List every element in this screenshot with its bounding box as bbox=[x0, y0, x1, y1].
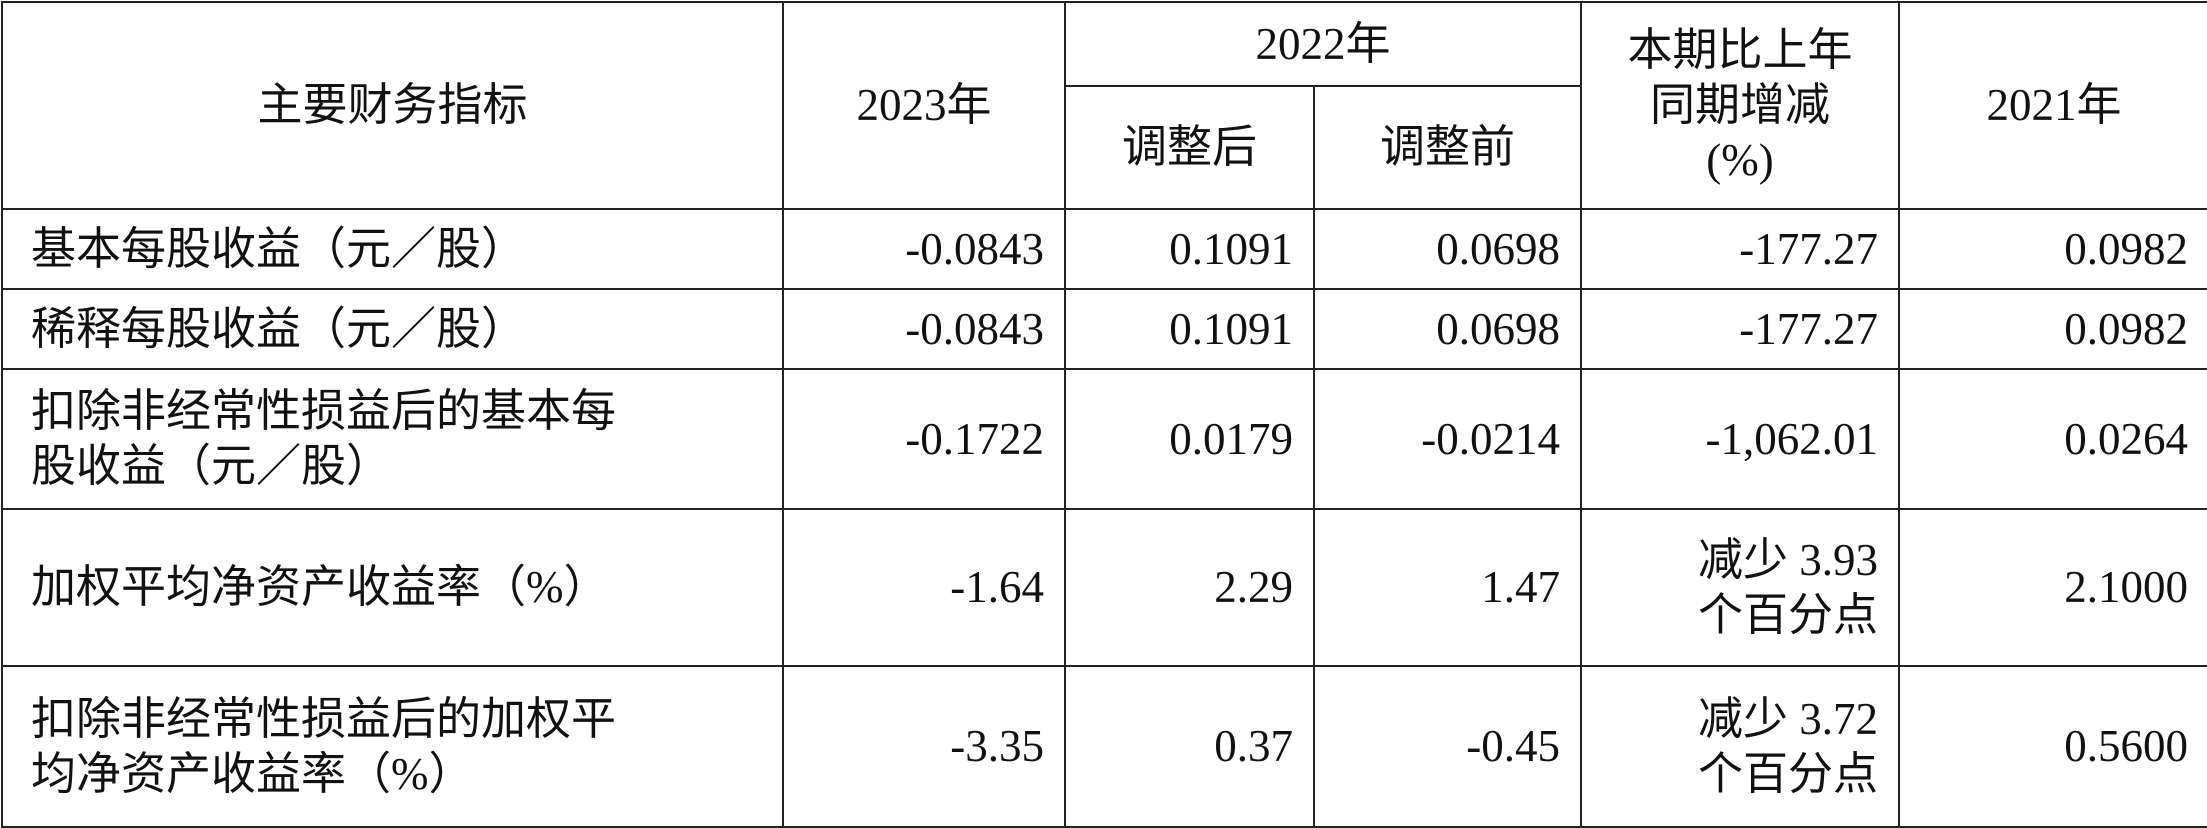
value-cell: 0.1091 bbox=[1064, 208, 1315, 290]
table-row: 扣除非经常性损益后的基本每 股收益（元／股） -0.1722 0.0179 -0.02… bbox=[1, 368, 2207, 510]
value-cell: -177.27 bbox=[1580, 208, 1901, 290]
header-cell: 调整后 bbox=[1064, 85, 1315, 210]
value-cell: 0.0698 bbox=[1312, 208, 1583, 290]
value-cell: -0.0214 bbox=[1312, 368, 1583, 510]
header-cell: 本期比上年 同期增减 (%) bbox=[1580, 1, 1901, 210]
value-cell: -0.0843 bbox=[782, 208, 1066, 290]
header-cell: 2021年 bbox=[1898, 1, 2207, 210]
value-cell: -1,062.01 bbox=[1580, 368, 1901, 510]
row-label: 扣除非经常性损益后的加权平 均净资产收益率（%） bbox=[1, 665, 784, 828]
value-cell: 0.0698 bbox=[1312, 288, 1583, 370]
value-cell: 2.1000 bbox=[1898, 508, 2207, 667]
value-cell: 减少 3.72 个百分点 bbox=[1580, 665, 1901, 828]
value-cell: -0.45 bbox=[1312, 665, 1583, 828]
value-cell: 1.47 bbox=[1312, 508, 1583, 667]
table-row: 加权平均净资产收益率（%） -1.64 2.29 1.47 减少 3.93 个百分点 2.… bbox=[1, 508, 2207, 667]
value-cell: -177.27 bbox=[1580, 288, 1901, 370]
row-label: 基本每股收益（元／股） bbox=[1, 208, 784, 290]
value-cell: 2.29 bbox=[1064, 508, 1315, 667]
value-cell: 0.5600 bbox=[1898, 665, 2207, 828]
header-cell: 主要财务指标 bbox=[1, 1, 784, 210]
row-label: 扣除非经常性损益后的基本每 股收益（元／股） bbox=[1, 368, 784, 510]
value-cell: 0.0264 bbox=[1898, 368, 2207, 510]
value-cell: -0.1722 bbox=[782, 368, 1066, 510]
table-row: 基本每股收益（元／股） -0.0843 0.1091 0.0698 -177.27 0.0… bbox=[1, 208, 2207, 290]
value-cell: 0.0982 bbox=[1898, 208, 2207, 290]
table-row: 扣除非经常性损益后的加权平 均净资产收益率（%） -3.35 0.37 -0.45 减少… bbox=[1, 665, 2207, 828]
value-cell: 0.0982 bbox=[1898, 288, 2207, 370]
value-cell: -0.0843 bbox=[782, 288, 1066, 370]
header-cell: 2022年 bbox=[1063, 1, 1583, 87]
row-label: 加权平均净资产收益率（%） bbox=[1, 508, 784, 667]
value-cell: -1.64 bbox=[782, 508, 1066, 667]
value-cell: 减少 3.93 个百分点 bbox=[1580, 508, 1901, 667]
header-cell: 调整前 bbox=[1312, 85, 1583, 210]
row-label: 稀释每股收益（元／股） bbox=[1, 288, 784, 370]
table-row: 稀释每股收益（元／股） -0.0843 0.1091 0.0698 -177.27 0.0… bbox=[1, 288, 2207, 370]
value-cell: -3.35 bbox=[782, 665, 1066, 828]
header-cell: 2023年 bbox=[782, 1, 1066, 210]
value-cell: 0.1091 bbox=[1064, 288, 1315, 370]
value-cell: 0.0179 bbox=[1064, 368, 1315, 510]
value-cell: 0.37 bbox=[1064, 665, 1315, 828]
